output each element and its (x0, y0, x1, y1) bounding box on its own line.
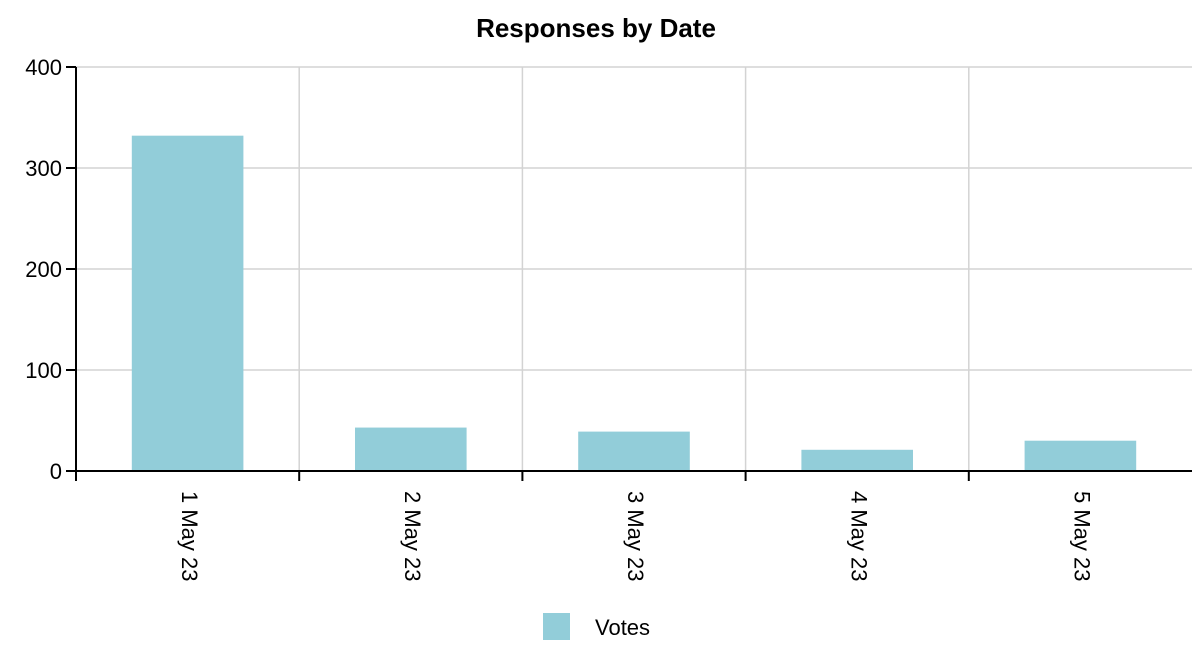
x-tick-label-3: 3 May 23 (623, 491, 648, 582)
bar-1 (131, 135, 244, 471)
bars (131, 135, 1137, 471)
y-tick-label-400: 400 (25, 55, 62, 80)
legend-swatch-votes (543, 613, 570, 640)
legend: Votes (543, 613, 650, 640)
axes (66, 66, 1192, 481)
grid-lines (76, 66, 1192, 471)
bar-2 (355, 427, 467, 471)
y-tick-label-200: 200 (25, 257, 62, 282)
legend-label-votes: Votes (595, 615, 650, 640)
x-tick-label-4: 4 May 23 (846, 491, 871, 582)
chart-title: Responses by Date (476, 13, 716, 43)
y-tick-label-0: 0 (50, 459, 62, 484)
bar-3 (578, 431, 690, 471)
x-tick-label-5: 5 May 23 (1070, 491, 1095, 582)
y-tick-label-100: 100 (25, 358, 62, 383)
x-tick-labels: 1 May 23 2 May 23 3 May 23 4 May 23 5 May 23 (177, 491, 1095, 582)
bar-4 (801, 449, 913, 471)
x-tick-label-1: 1 May 23 (177, 491, 202, 582)
x-tick-label-2: 2 May 23 (400, 491, 425, 582)
bar-5 (1024, 440, 1137, 471)
y-tick-labels: 0 100 200 300 400 (25, 55, 62, 484)
y-tick-label-300: 300 (25, 156, 62, 181)
